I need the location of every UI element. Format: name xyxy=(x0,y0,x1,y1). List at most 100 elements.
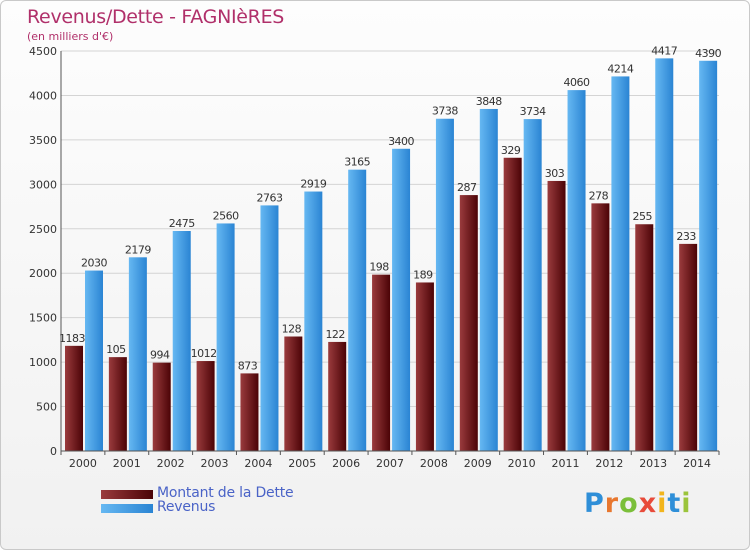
logo-letter: i xyxy=(681,488,692,519)
y-tick-label: 500 xyxy=(36,401,57,414)
x-tick-label: 2007 xyxy=(376,457,404,470)
bar-debt xyxy=(328,341,347,451)
bar-revenue xyxy=(85,270,103,451)
y-tick-label: 2500 xyxy=(29,223,57,236)
data-label-revenue: 2560 xyxy=(213,209,239,222)
data-label-revenue: 2475 xyxy=(169,217,195,230)
bar-debt xyxy=(372,274,391,451)
data-label-debt: 128 xyxy=(282,323,302,336)
x-tick-label: 2014 xyxy=(683,457,711,470)
data-label-revenue: 3165 xyxy=(344,156,370,169)
bar-debt xyxy=(635,224,654,451)
data-label-debt: 278 xyxy=(589,189,609,202)
x-tick-label: 2010 xyxy=(508,457,536,470)
data-label-debt: 329 xyxy=(501,144,521,157)
data-label-revenue: 4390 xyxy=(695,47,721,60)
bar-debt xyxy=(65,345,83,451)
bar-debt xyxy=(547,180,566,451)
x-tick-label: 2012 xyxy=(595,457,623,470)
y-tick-label: 1000 xyxy=(29,356,57,369)
bar-revenue xyxy=(435,118,454,451)
logo-letter: o xyxy=(619,488,639,519)
data-label-debt: 873 xyxy=(238,359,258,372)
data-label-revenue: 4214 xyxy=(607,62,633,75)
x-tick-label: 2000 xyxy=(69,457,97,470)
bar-debt xyxy=(679,243,698,451)
bar-revenue xyxy=(567,90,586,451)
data-label-debt: 198 xyxy=(369,261,389,274)
data-label-debt: 255 xyxy=(633,210,653,223)
bar-revenue xyxy=(392,148,411,451)
data-label-revenue: 3848 xyxy=(476,95,502,108)
data-label-debt: 189 xyxy=(413,268,433,281)
bar-revenue xyxy=(699,60,718,452)
y-tick-label: 3000 xyxy=(29,178,57,191)
logo-letter: x xyxy=(638,488,658,519)
data-label-debt: 1012 xyxy=(191,347,217,360)
data-label-debt: 287 xyxy=(457,181,477,194)
bar-revenue xyxy=(523,119,542,451)
x-tick-label: 2003 xyxy=(201,457,229,470)
y-tick-label: 3500 xyxy=(29,134,57,147)
legend-label-revenue: Revenus xyxy=(157,499,216,515)
x-tick-label: 2002 xyxy=(157,457,185,470)
logo-letter: t xyxy=(667,488,682,519)
bar-debt xyxy=(459,195,478,451)
data-label-revenue: 2179 xyxy=(125,243,151,256)
bar-debt xyxy=(152,362,171,451)
bar-debt xyxy=(415,282,434,451)
x-tick-label: 2013 xyxy=(639,457,667,470)
data-label-revenue: 4060 xyxy=(564,76,590,89)
data-label-revenue: 3738 xyxy=(432,105,458,118)
bar-revenue xyxy=(172,231,191,451)
bar-revenue xyxy=(216,223,235,451)
bar-debt xyxy=(503,157,522,451)
logo-letter: P xyxy=(584,488,605,519)
data-label-revenue: 2919 xyxy=(300,178,326,191)
x-tick-label: 2005 xyxy=(288,457,316,470)
data-label-debt: 303 xyxy=(545,167,565,180)
data-label-revenue: 3734 xyxy=(520,105,546,118)
x-tick-label: 2004 xyxy=(244,457,272,470)
bar-revenue xyxy=(348,169,367,451)
data-label-debt: 105 xyxy=(106,343,126,356)
logo-letter: i xyxy=(657,488,668,519)
y-tick-label: 2000 xyxy=(29,267,57,280)
chart-subtitle: (en milliers d'€) xyxy=(27,30,114,43)
data-label-revenue: 3400 xyxy=(388,135,414,148)
bar-debt xyxy=(591,203,610,451)
y-tick-label: 4000 xyxy=(29,89,57,102)
logo-letter: r xyxy=(604,488,620,519)
data-label-debt: 1183 xyxy=(59,332,85,345)
data-label-revenue: 2763 xyxy=(256,191,282,204)
y-tick-label: 1500 xyxy=(29,312,57,325)
bar-revenue xyxy=(304,191,323,452)
x-tick-label: 2011 xyxy=(551,457,579,470)
data-label-revenue: 2030 xyxy=(81,257,107,270)
y-tick-label: 4500 xyxy=(29,45,57,58)
bar-revenue xyxy=(611,76,630,451)
x-tick-label: 2008 xyxy=(420,457,448,470)
bar-revenue xyxy=(128,257,147,451)
data-label-debt: 233 xyxy=(676,230,696,243)
bar-revenue xyxy=(655,58,674,451)
x-tick-label: 2009 xyxy=(464,457,492,470)
bar-debt xyxy=(108,357,127,451)
bar-debt xyxy=(196,361,215,451)
x-tick-label: 2006 xyxy=(332,457,360,470)
bar-revenue xyxy=(479,108,498,451)
bar-debt xyxy=(284,336,303,451)
bar-debt xyxy=(240,373,259,451)
data-label-revenue: 4417 xyxy=(651,44,677,57)
y-tick-label: 0 xyxy=(50,445,57,458)
proxiti-logo: Proxiti xyxy=(584,488,692,519)
legend-swatch-debt xyxy=(101,490,153,499)
x-tick-label: 2001 xyxy=(113,457,141,470)
chart-title: Revenus/Dette - FAGNIèRES xyxy=(27,6,285,28)
bar-revenue xyxy=(260,205,279,451)
data-label-debt: 122 xyxy=(325,328,345,341)
legend-swatch-revenue xyxy=(101,504,153,513)
data-label-debt: 994 xyxy=(150,349,170,362)
